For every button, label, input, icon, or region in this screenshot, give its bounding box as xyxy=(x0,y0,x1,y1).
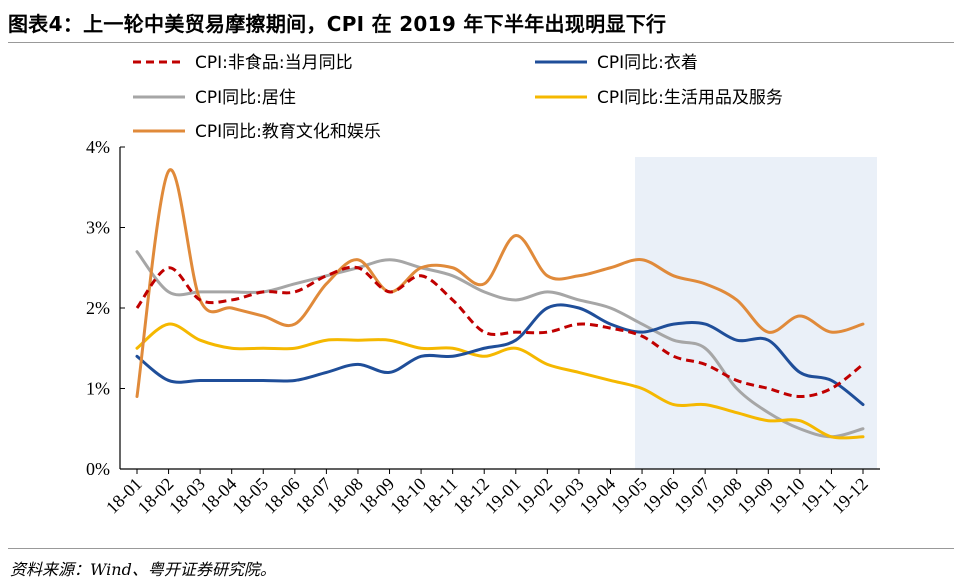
top-divider xyxy=(8,42,954,43)
x-tick-label: 19-12 xyxy=(828,474,872,518)
y-tick-label: 2% xyxy=(86,298,110,318)
x-tick-label: 18-06 xyxy=(260,474,304,518)
legend-label-4: CPI同比:生活用品及服务 xyxy=(597,88,783,108)
y-tick-label: 1% xyxy=(86,379,110,399)
x-tick-label: 19-06 xyxy=(639,474,683,518)
shade-rect xyxy=(635,157,877,469)
x-tick-label: 18-12 xyxy=(449,474,493,518)
x-tick-label: 18-04 xyxy=(197,474,241,518)
chart-title: 图表4：上一轮中美贸易摩擦期间，CPI 在 2019 年下半年出现明显下行 xyxy=(8,12,667,36)
shaded-period xyxy=(635,157,877,469)
x-tick-label: 18-10 xyxy=(386,474,430,518)
series-line-4 xyxy=(135,322,865,440)
legend-label-5: CPI同比:教育文化和娱乐 xyxy=(195,122,381,142)
legend-label-2: CPI同比:衣着 xyxy=(597,53,698,73)
x-tick-label: 19-08 xyxy=(702,474,746,518)
legend-label-1: CPI:非食品:当月同比 xyxy=(195,53,353,73)
bottom-divider xyxy=(8,548,954,549)
series-line-2 xyxy=(135,303,865,407)
x-tick-label: 19-09 xyxy=(733,474,777,518)
x-tick-label: 18-02 xyxy=(134,474,178,518)
y-tick-label: 4% xyxy=(86,137,110,157)
y-tick-label: 0% xyxy=(86,459,110,479)
series-lines xyxy=(135,168,865,440)
x-tick-label: 18-03 xyxy=(165,474,209,518)
line-chart: 0% 1% 2% 3% 4% 18-0118-0218-0318-0418-0518-06… xyxy=(86,53,880,518)
legend-label-3: CPI同比:居住 xyxy=(195,88,296,108)
x-tick-label: 19-05 xyxy=(607,474,651,518)
legend: CPI:非食品:当月同比 CPI同比:衣着 CPI同比:居住 CPI同比:生活用品及服… xyxy=(133,53,783,142)
x-tick-label: 19-03 xyxy=(544,474,588,518)
x-tick-label: 18-07 xyxy=(291,474,335,518)
y-tick-label: 3% xyxy=(86,218,110,238)
x-tick-label: 19-04 xyxy=(575,474,619,518)
x-tick-label: 19-02 xyxy=(512,474,556,518)
series-line-5 xyxy=(135,168,865,399)
x-tick-label: 18-09 xyxy=(355,474,399,518)
x-tick-label: 18-01 xyxy=(102,474,146,518)
x-tick-label: 18-08 xyxy=(323,474,367,518)
source-note: 资料来源：Wind、粤开证券研究院。 xyxy=(10,560,276,579)
x-tick-label: 19-01 xyxy=(481,474,525,518)
x-tick-label: 19-10 xyxy=(765,474,809,518)
x-tick-label: 18-05 xyxy=(228,474,272,518)
series-line-1 xyxy=(135,265,864,399)
x-tick-label: 19-07 xyxy=(670,474,714,518)
